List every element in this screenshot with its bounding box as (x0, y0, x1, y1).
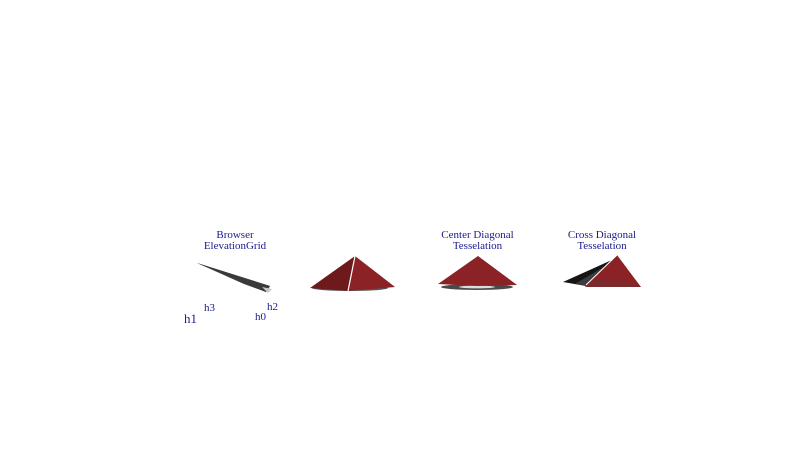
center-diagonal-surface (438, 256, 517, 286)
corner-label-h1: h1 (184, 311, 197, 326)
cross-label-line1: Cross Diagonal (567, 229, 637, 241)
browser-grid-edge-highlight (262, 287, 272, 293)
center-label-line1: Center Diagonal (441, 229, 514, 241)
corner-label-h3: h3 (204, 302, 215, 314)
cross-diagonal-gray-face (575, 262, 612, 286)
cross-label-line2: Tesselation (577, 240, 627, 252)
corner-label-h2: h2 (267, 301, 278, 313)
center-diagonal-label: Center Diagonal Tesselation (425, 230, 530, 252)
center-diagonal-model (438, 256, 517, 290)
browser-label-line2: ElevationGrid (203, 240, 267, 252)
pyramid-2-diagonal-edge (347, 255, 356, 292)
center-label-line2: Tesselation (452, 240, 503, 252)
center-diagonal-base-highlight (459, 285, 495, 289)
pyramid-model-2 (310, 255, 395, 292)
cross-diagonal-label: Cross Diagonal Tesselation (552, 230, 652, 252)
browser-elevation-grid-model (197, 263, 272, 293)
browser-elevationgrid-label: Browser ElevationGrid (190, 230, 280, 252)
cross-diagonal-red-face (585, 255, 641, 287)
browser-grid-light-face (197, 263, 270, 292)
cross-diagonal-model (563, 254, 641, 287)
corner-label-h0: h0 (255, 311, 266, 323)
pyramid-2-right-face (348, 256, 395, 291)
cross-diagonal-white-edge (585, 254, 618, 286)
cross-diagonal-dark-face (563, 259, 614, 286)
cross-diagonal-red-base (585, 279, 641, 287)
pyramid-2-left-face (310, 256, 355, 291)
browser-label-line1: Browser (216, 229, 254, 241)
